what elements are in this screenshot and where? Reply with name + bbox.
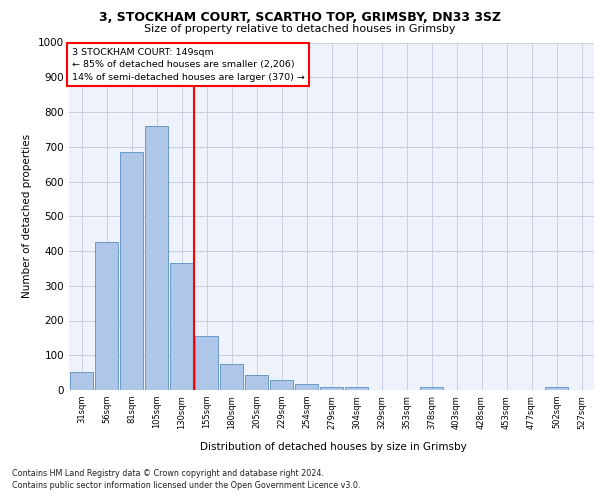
- Bar: [70, 372, 94, 390]
- Bar: [295, 384, 319, 390]
- Bar: [344, 387, 368, 390]
- Bar: [194, 336, 218, 390]
- Bar: [320, 386, 343, 390]
- Bar: [220, 364, 244, 390]
- Text: 3 STOCKHAM COURT: 149sqm
← 85% of detached houses are smaller (2,206)
14% of sem: 3 STOCKHAM COURT: 149sqm ← 85% of detach…: [71, 48, 305, 82]
- Bar: [119, 152, 143, 390]
- Text: Contains public sector information licensed under the Open Government Licence v3: Contains public sector information licen…: [12, 481, 361, 490]
- Bar: [545, 386, 568, 390]
- Bar: [419, 386, 443, 390]
- Text: Contains HM Land Registry data © Crown copyright and database right 2024.: Contains HM Land Registry data © Crown c…: [12, 469, 324, 478]
- Bar: [170, 263, 193, 390]
- Text: Size of property relative to detached houses in Grimsby: Size of property relative to detached ho…: [144, 24, 456, 34]
- Bar: [269, 380, 293, 390]
- Bar: [145, 126, 169, 390]
- Bar: [245, 376, 268, 390]
- Y-axis label: Number of detached properties: Number of detached properties: [22, 134, 32, 298]
- Bar: [95, 242, 118, 390]
- Text: 3, STOCKHAM COURT, SCARTHO TOP, GRIMSBY, DN33 3SZ: 3, STOCKHAM COURT, SCARTHO TOP, GRIMSBY,…: [99, 11, 501, 24]
- Text: Distribution of detached houses by size in Grimsby: Distribution of detached houses by size …: [200, 442, 466, 452]
